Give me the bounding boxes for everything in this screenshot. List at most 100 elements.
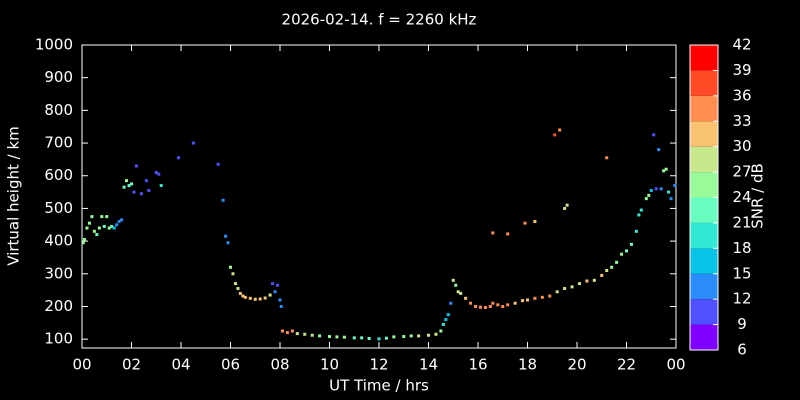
point	[157, 172, 161, 176]
y-tick-label: 200	[44, 297, 73, 315]
colorbar-tick-label: 21	[732, 213, 751, 231]
x-axis-label: UT Time / hrs	[329, 377, 429, 395]
point	[570, 285, 574, 289]
point	[600, 273, 604, 277]
point	[268, 293, 272, 297]
colorbar-tick-label: 15	[732, 264, 751, 282]
point	[278, 298, 282, 302]
point	[147, 188, 151, 192]
colorbar-tick-label: 30	[732, 137, 751, 155]
x-tick-label: 10	[320, 356, 339, 374]
point	[127, 184, 131, 188]
point	[563, 287, 567, 291]
colorbar-tick-label: 33	[732, 112, 751, 130]
point	[97, 226, 101, 230]
point	[139, 192, 143, 196]
point	[112, 226, 116, 230]
point	[464, 296, 468, 300]
point	[501, 304, 505, 308]
point	[132, 190, 136, 194]
point	[434, 332, 438, 336]
point	[285, 331, 289, 335]
point	[620, 252, 624, 256]
point	[95, 233, 99, 237]
point	[367, 337, 371, 341]
point	[92, 229, 96, 233]
point	[441, 322, 445, 326]
colorbar-tick-label: 36	[732, 86, 751, 104]
point	[664, 167, 668, 171]
x-tick-label: 06	[221, 356, 240, 374]
point	[637, 213, 641, 217]
x-tick-label: 14	[419, 356, 438, 374]
point	[592, 278, 596, 282]
point	[295, 332, 299, 336]
point	[122, 185, 126, 189]
point	[673, 184, 677, 188]
point	[125, 179, 129, 183]
point	[427, 333, 430, 337]
point	[335, 335, 339, 339]
point	[224, 234, 228, 238]
point	[659, 187, 663, 191]
colorbar-band	[690, 146, 718, 173]
chart-title: 2026-02-14. f = 2260 kHz	[282, 11, 477, 29]
point	[605, 269, 609, 273]
point	[540, 295, 544, 299]
point	[662, 169, 666, 173]
point	[506, 232, 510, 236]
colorbar-band	[690, 95, 718, 122]
point	[117, 220, 121, 224]
point	[491, 301, 495, 305]
point	[449, 301, 453, 305]
x-tick-label: 08	[270, 356, 289, 374]
point	[469, 301, 473, 305]
point	[506, 303, 510, 307]
point	[271, 282, 275, 286]
point	[90, 215, 94, 219]
point	[639, 208, 643, 212]
point	[478, 305, 482, 309]
point	[533, 296, 537, 300]
point	[577, 282, 581, 286]
point	[657, 148, 661, 152]
point	[110, 224, 114, 228]
x-tick-label: 18	[518, 356, 537, 374]
point	[634, 229, 638, 233]
point	[328, 335, 331, 339]
point	[303, 332, 307, 336]
point	[439, 329, 443, 333]
colorbar-band	[690, 299, 718, 325]
point	[454, 283, 458, 287]
point	[310, 333, 314, 337]
point	[558, 128, 562, 132]
x-tick-label: 12	[369, 356, 388, 374]
colorbar-band	[690, 45, 718, 71]
colorbar-label: SNR / dB	[749, 163, 767, 229]
colorbar-tick-label: 6	[737, 341, 747, 359]
point	[159, 184, 163, 188]
point	[105, 215, 109, 219]
point	[605, 156, 609, 160]
colorbar-tick-label: 18	[732, 239, 751, 257]
point	[360, 336, 364, 340]
colorbar-tick-label: 27	[732, 163, 751, 181]
point	[236, 287, 240, 291]
point	[134, 164, 138, 168]
point	[474, 304, 478, 308]
point	[409, 334, 413, 338]
colorbar-band	[690, 70, 718, 96]
point	[318, 334, 322, 338]
x-tick-label: 22	[617, 356, 636, 374]
point	[191, 141, 195, 145]
point	[669, 197, 673, 201]
point	[221, 198, 225, 202]
point	[233, 282, 237, 286]
x-tick-label: 20	[567, 356, 586, 374]
y-tick-label: 300	[44, 264, 73, 282]
point	[555, 290, 559, 294]
point	[615, 260, 619, 264]
point	[625, 249, 628, 253]
y-tick-label: 500	[44, 199, 73, 217]
